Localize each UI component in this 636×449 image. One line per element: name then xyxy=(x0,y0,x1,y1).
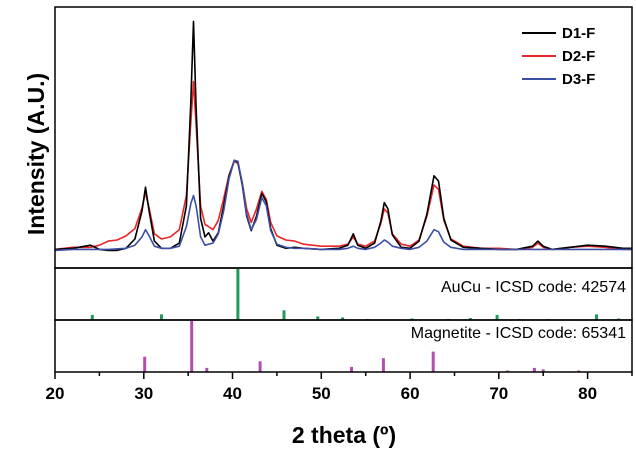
x-tick-label: 60 xyxy=(401,384,420,403)
magnetite-panel-label: Magnetite - ICSD code: 65341 xyxy=(411,325,626,342)
series-line-d1-f xyxy=(54,20,632,252)
x-tick-label: 30 xyxy=(134,384,153,403)
x-tick-label: 20 xyxy=(46,384,65,403)
legend: D1-F D2-F D3-F xyxy=(522,25,595,88)
magnetite-panel: Magnetite - ICSD code: 65341 xyxy=(54,319,633,373)
legend-label-d1-f: D1-F xyxy=(562,25,595,42)
main-panel xyxy=(54,6,633,269)
main-panel-frame xyxy=(54,6,633,269)
legend-label-d2-f: D2-F xyxy=(562,48,595,65)
x-tick-label: 70 xyxy=(489,384,508,403)
aucu-panel-label: AuCu - ICSD code: 42574 xyxy=(441,279,626,296)
x-tick-label: 50 xyxy=(312,384,331,403)
magnetite-panel-frame xyxy=(54,319,633,373)
y-axis-title: Intensity (A.U.) xyxy=(23,73,49,235)
magnetite-stick-group xyxy=(143,321,581,372)
x-axis: 20 30 40 50 60 70 80 xyxy=(46,372,633,403)
x-axis-title: 2 theta (º) xyxy=(292,422,396,448)
series-line-d2-f xyxy=(54,80,632,251)
series-line-d3-f xyxy=(54,159,632,252)
series-group xyxy=(54,20,632,252)
aucu-panel: AuCu - ICSD code: 42574 xyxy=(54,267,633,321)
legend-label-d3-f: D3-F xyxy=(562,71,595,88)
x-tick-label: 80 xyxy=(578,384,597,403)
x-tick-label: 40 xyxy=(223,384,242,403)
